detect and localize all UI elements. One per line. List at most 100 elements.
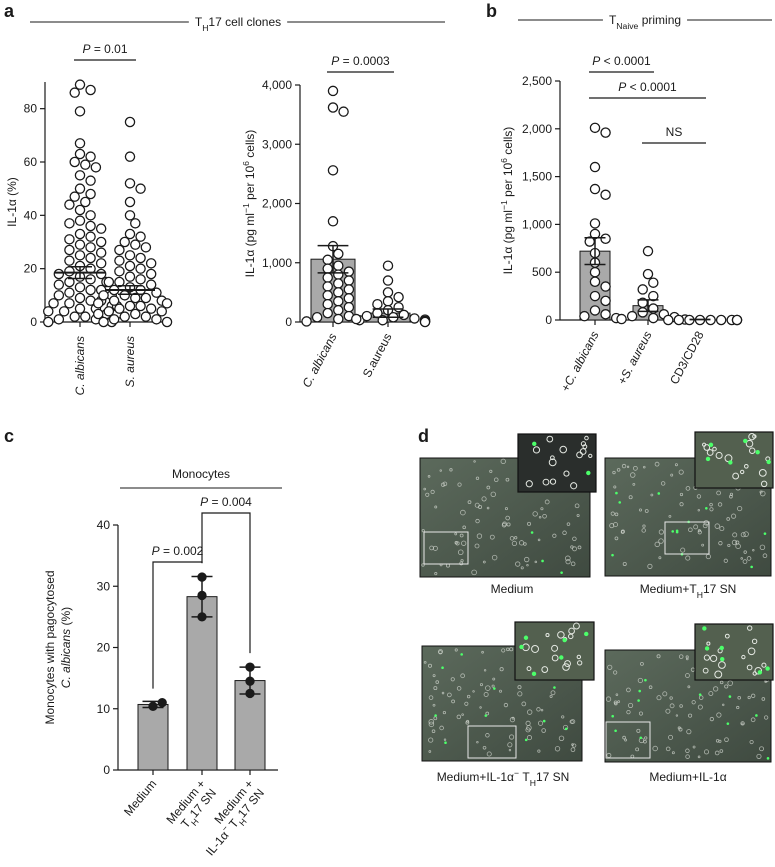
zoom-region	[423, 531, 469, 565]
data-point	[64, 218, 75, 229]
cell	[526, 735, 533, 741]
data-point	[74, 170, 86, 181]
cell	[648, 685, 653, 689]
inset-cell	[747, 625, 753, 631]
green-cell	[615, 491, 618, 495]
inset-cell	[559, 445, 568, 454]
data-point	[43, 306, 54, 317]
cell	[723, 558, 728, 563]
cell	[501, 648, 506, 653]
cell	[475, 476, 480, 480]
cell	[476, 533, 483, 539]
micrograph: Medium+IL-1α	[604, 623, 774, 784]
green-cell	[614, 729, 617, 733]
data-point	[80, 311, 91, 322]
data-point	[124, 178, 136, 189]
cell	[717, 502, 723, 507]
inset-cell	[588, 453, 593, 459]
cell	[504, 507, 508, 511]
data-point	[648, 277, 659, 288]
text-run: 40	[97, 518, 111, 532]
data-point	[85, 242, 96, 253]
cell	[716, 712, 722, 718]
cell	[630, 472, 636, 478]
text-run: P	[82, 42, 90, 56]
inset-green-cell	[532, 441, 537, 447]
cell	[759, 490, 766, 497]
data-point	[673, 314, 685, 326]
cell	[466, 719, 470, 723]
cell	[742, 559, 748, 564]
cell	[492, 677, 496, 681]
data-point	[124, 228, 136, 240]
cell	[647, 563, 653, 569]
data-point	[648, 312, 659, 324]
inset-green-cell	[757, 670, 763, 675]
chart: 0 20 40 60 80 IL-1α (%) C. albicans S. aureus P …	[5, 42, 173, 395]
data-point	[135, 183, 146, 194]
data-point	[64, 298, 75, 309]
data-point	[95, 236, 107, 248]
cell	[486, 506, 490, 510]
cell	[489, 469, 493, 473]
cell	[517, 691, 523, 697]
cell	[457, 482, 462, 487]
text-run: −1	[499, 200, 509, 210]
inset-cell	[579, 448, 587, 455]
y-tick-label: 0	[285, 315, 292, 329]
inset-green-cell	[523, 635, 529, 640]
cell	[759, 490, 763, 494]
inset-cell	[724, 633, 730, 639]
cell	[478, 504, 483, 509]
data-point	[114, 303, 125, 314]
data-point	[74, 79, 86, 90]
cell	[432, 545, 438, 551]
y-axis-label-line: Monocytes with pagocytosed	[43, 570, 57, 724]
green-cell	[530, 531, 534, 534]
inset-green-cell	[531, 671, 537, 677]
data-point	[114, 255, 125, 266]
y-tick-label: 10	[97, 702, 111, 716]
cell	[756, 753, 762, 759]
data-point	[119, 236, 130, 248]
chart: 0 1,000 2,000 3,000 4,000 IL-1α (pg ml−1 per …	[241, 54, 431, 390]
y-tick-label: 40	[97, 518, 111, 532]
cell	[678, 654, 684, 659]
data-point	[124, 116, 136, 128]
cell	[685, 673, 690, 678]
data-point	[90, 162, 102, 173]
cell	[460, 559, 464, 563]
cell	[532, 511, 538, 517]
x-tick-label: +C. albicans	[558, 329, 602, 394]
inset-cell	[526, 666, 532, 672]
cell	[622, 735, 626, 740]
cell	[668, 734, 674, 740]
data-point	[382, 296, 394, 307]
cell	[505, 477, 510, 482]
cell	[674, 463, 678, 467]
text-run: (%)	[59, 607, 73, 629]
cell	[613, 485, 617, 489]
text-run: H	[697, 590, 703, 600]
y-tick-label: 4,000	[262, 78, 292, 92]
cell	[566, 522, 571, 526]
data-point	[419, 316, 431, 328]
cell	[537, 538, 541, 542]
cell	[697, 508, 701, 512]
cell	[640, 661, 644, 666]
data-point	[85, 188, 96, 200]
green-cell	[618, 501, 622, 504]
cell	[537, 749, 541, 753]
text-run: 0	[285, 315, 292, 329]
cell	[475, 518, 480, 524]
data-point	[343, 301, 355, 313]
comparison-bracket	[201, 512, 251, 654]
inset-cell	[706, 449, 714, 456]
data-point	[382, 287, 394, 298]
cell	[763, 715, 769, 720]
cell	[425, 492, 430, 497]
inset-green-cell	[584, 631, 589, 637]
data-point	[114, 244, 125, 256]
text-run: Medium+T	[640, 582, 698, 596]
text-run: cells)	[501, 127, 515, 158]
